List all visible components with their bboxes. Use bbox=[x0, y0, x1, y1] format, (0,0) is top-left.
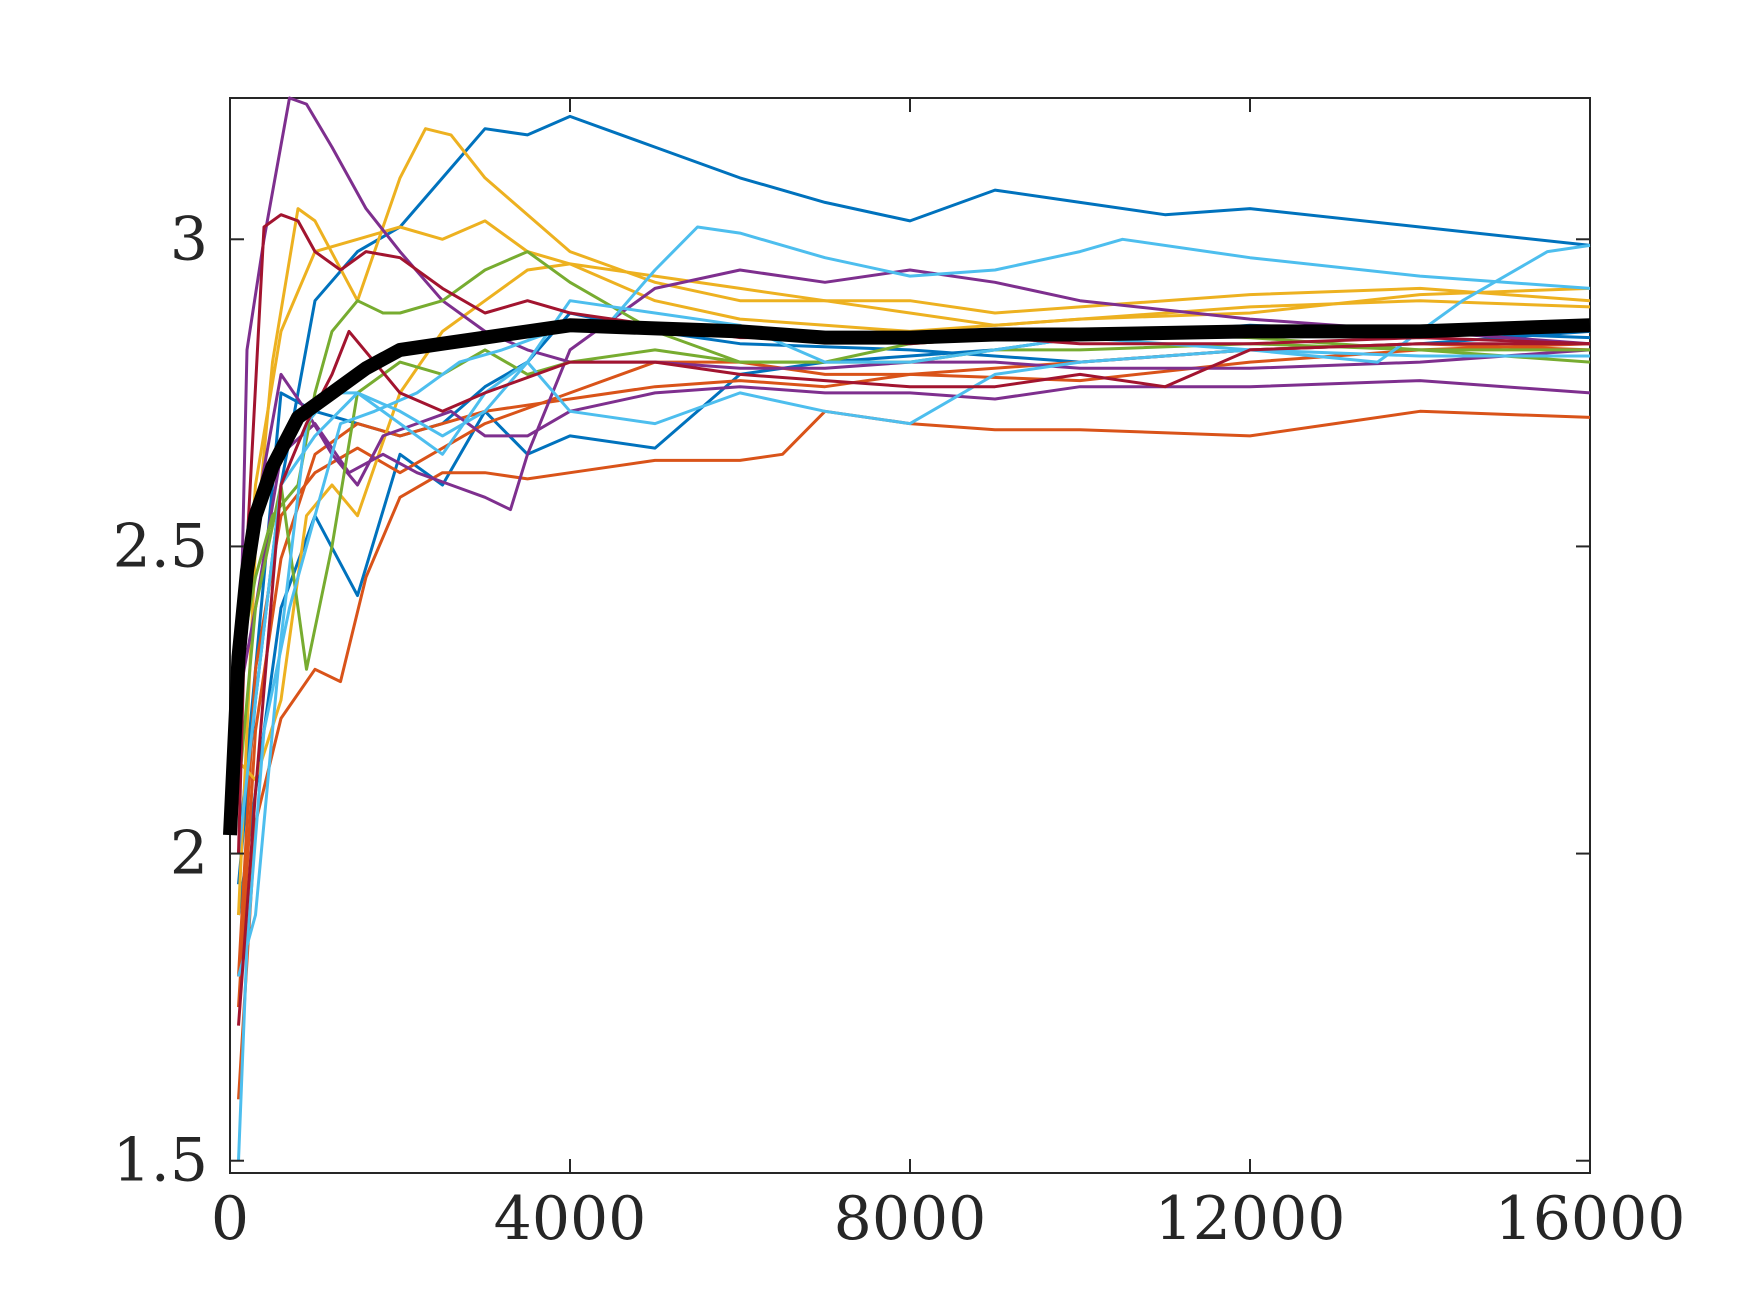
series-line-7 bbox=[237, 127, 1591, 916]
series-layer bbox=[223, 96, 1591, 1161]
tick-layer: 0 4000 8000 12000 16000 1.5 2 2.5 3 bbox=[113, 98, 1686, 1254]
y-tick-label: 1.5 bbox=[113, 1126, 208, 1196]
series-line-13 bbox=[237, 250, 1591, 670]
series-line-18 bbox=[237, 213, 1591, 854]
series-line-12 bbox=[237, 268, 1591, 701]
series-line-11 bbox=[237, 372, 1591, 731]
plot-area-frame bbox=[229, 97, 1591, 1174]
y-tick-label: 2.5 bbox=[113, 511, 208, 581]
x-tick-label: 0 bbox=[211, 1184, 249, 1254]
x-tick-label: 8000 bbox=[834, 1184, 987, 1254]
x-tick-label: 12000 bbox=[1155, 1184, 1346, 1254]
series-line-6 bbox=[237, 342, 1591, 977]
series-line-4 bbox=[237, 409, 1591, 1100]
y-tick-label: 3 bbox=[170, 204, 208, 274]
x-tick-label: 4000 bbox=[494, 1184, 647, 1254]
series-line-15 bbox=[237, 225, 1591, 1161]
series-line-mean bbox=[223, 318, 1591, 836]
series-line-14 bbox=[237, 329, 1590, 793]
series-line-17 bbox=[237, 348, 1590, 854]
series-line-1 bbox=[237, 114, 1591, 885]
x-tick-label: 16000 bbox=[1495, 1184, 1686, 1254]
y-tick-label: 2 bbox=[170, 819, 208, 889]
series-line-5 bbox=[237, 342, 1591, 1008]
